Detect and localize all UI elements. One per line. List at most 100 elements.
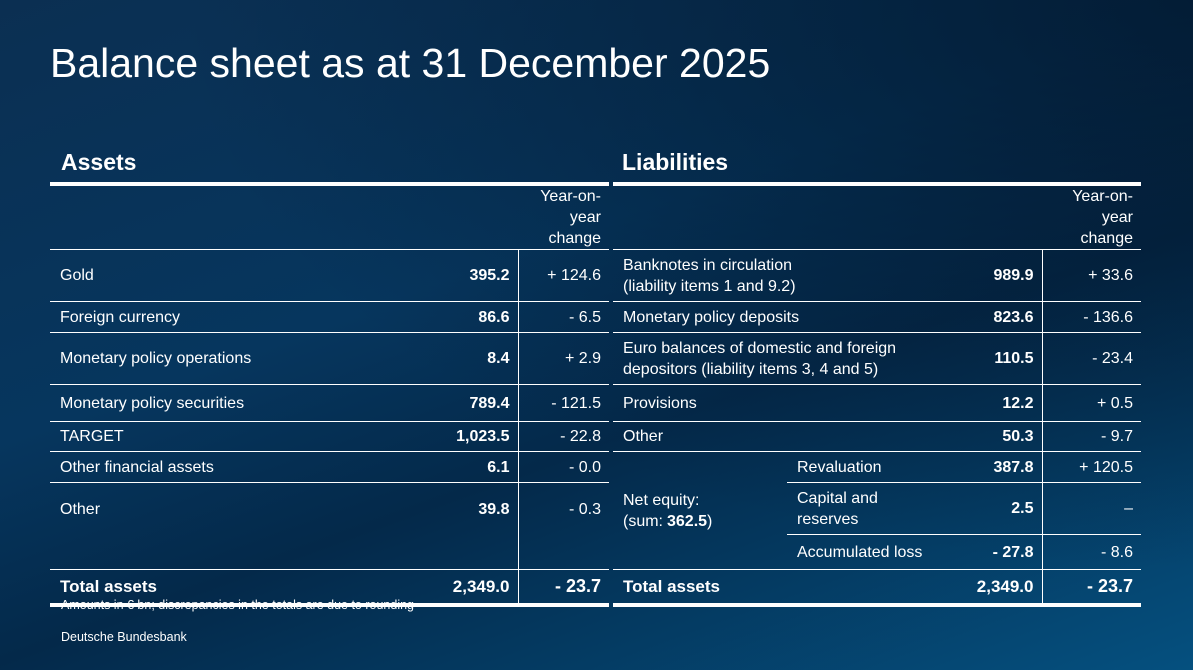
row-change: –	[1041, 482, 1141, 535]
sum-line: (sum: 362.5)	[623, 511, 787, 532]
change-header: Year-on-year change	[1042, 184, 1141, 250]
row-label: Other	[613, 421, 960, 452]
row-label: TARGET	[50, 421, 438, 452]
text-line: Accumulated loss	[797, 543, 923, 561]
equity-row: Capital and reserves 2.5–	[613, 482, 1141, 535]
row-change: - 8.6	[1041, 534, 1141, 570]
row-value: 989.9	[960, 249, 1042, 302]
text-line: TARGET	[60, 428, 124, 445]
row-label: Other financial assets	[50, 451, 438, 483]
row-change: + 2.9	[517, 332, 609, 385]
liabilities-table: Year-on-year change Banknotes in circulati…	[613, 182, 1141, 607]
text-line: Foreign currency	[60, 308, 181, 326]
text-line: Euro balances of domestic and foreign	[623, 339, 897, 357]
row-change: + 33.6	[1041, 249, 1141, 302]
net-equity-label: Net equity: (sum: 362.5)	[613, 451, 787, 570]
text-line: Gold	[60, 267, 94, 284]
text-line: Year-on-year	[1072, 188, 1133, 226]
row-label: Euro balances of domestic and foreign dep…	[613, 332, 960, 385]
footnote: Amounts in € bn; discrepancies in the to…	[61, 598, 414, 612]
total-label: Total assets	[50, 569, 438, 605]
asset-row: Monetary policy securities 789.4- 121.5	[50, 384, 609, 422]
row-value: 2.5	[960, 482, 1042, 535]
row-value: 110.5	[960, 332, 1042, 385]
row-change: - 9.7	[1041, 421, 1141, 452]
liability-row: Monetary policy deposits 823.6- 136.6	[613, 301, 1141, 333]
header-blank	[50, 184, 518, 250]
row-label: Revaluation	[787, 451, 960, 483]
row-value: 823.6	[960, 301, 1042, 333]
text-line: Monetary policy deposits	[623, 308, 800, 326]
row-value: 6.1	[438, 451, 518, 483]
text-line: Banknotes in circulation	[623, 256, 792, 274]
row-label: Banknotes in circulation (liability items…	[613, 249, 960, 302]
row-change: + 120.5	[1041, 451, 1141, 483]
row-change: + 124.6	[517, 249, 609, 302]
sum-prefix: (sum:	[623, 512, 663, 530]
assets-table: Year-on-year change Gold 395.2 + 124.6 Foreig…	[50, 182, 609, 607]
row-value: 86.6	[438, 301, 518, 333]
row-change: + 0.5	[1041, 384, 1141, 422]
liability-row: Provisions 12.2 + 0.5	[613, 384, 1141, 422]
row-label: Monetary policy operations	[50, 332, 438, 385]
total-row: Total assets 2,349.0- 23.7	[50, 569, 609, 605]
asset-row: Gold 395.2 + 124.6	[50, 249, 609, 302]
text-line: Capital and	[797, 489, 878, 507]
total-value: 2,349.0	[960, 569, 1042, 605]
row-change: - 6.5	[517, 301, 609, 333]
text-line: Net equity:	[623, 491, 700, 509]
row-change: - 0.0	[517, 451, 609, 483]
liability-row: Other 50.3- 9.7	[613, 421, 1141, 452]
liability-row: Euro balances of domestic and foreign dep…	[613, 332, 1141, 385]
header-row: Year-on-year change	[613, 184, 1141, 250]
text-line: change	[548, 230, 602, 247]
row-value: 789.4	[438, 384, 518, 422]
text-line: depositors (liability items 3, 4 and 5)	[623, 360, 879, 378]
asset-row: TARGET 1,023.5- 22.8	[50, 421, 609, 452]
row-change: - 23.4	[1041, 332, 1141, 385]
text-line: (liability items 1 and 9.2)	[623, 277, 796, 295]
row-label: Capital and reserves	[787, 482, 960, 535]
row-label: Gold	[50, 249, 438, 302]
sum-value: 362.5	[667, 512, 708, 530]
row-label: Accumulated loss	[787, 534, 960, 570]
header-blank	[613, 184, 1042, 250]
title: Balance sheet as at 31 December 2025	[50, 40, 771, 86]
row-label: Monetary policy securities	[50, 384, 438, 422]
row-label: Foreign currency	[50, 301, 438, 333]
row-change: - 136.6	[1041, 301, 1141, 333]
text-line: Monetary policy securities	[60, 394, 245, 412]
total-value: 2,349.0	[438, 569, 518, 605]
text-line: Revaluation	[797, 458, 882, 476]
row-change: - 22.8	[517, 421, 609, 452]
row-label: Provisions	[613, 384, 960, 422]
row-value: 387.8	[960, 451, 1042, 483]
row-value: 395.2	[438, 249, 518, 302]
row-value: 1,023.5	[438, 421, 518, 452]
row-value: 12.2	[960, 384, 1042, 422]
total-row: Total assets 2,349.0- 23.7	[613, 569, 1141, 605]
asset-row: Other 39.8- 0.3	[50, 482, 609, 570]
text-line: Provisions	[623, 394, 697, 412]
text-line: Year-on-year	[540, 188, 601, 226]
text-line: Other	[623, 428, 664, 445]
equity-row: Net equity: (sum: 362.5) Revaluation 387.8 + …	[613, 451, 1141, 570]
text-line: reserves	[797, 510, 859, 528]
text-line: Other financial assets	[60, 458, 214, 476]
assets-heading: Assets	[61, 149, 137, 175]
liabilities-heading: Liabilities	[622, 149, 729, 175]
asset-row: Monetary policy operations 8.4 + 2.9	[50, 332, 609, 385]
source: Deutsche Bundesbank	[61, 630, 187, 644]
row-value: 50.3	[960, 421, 1042, 452]
total-label: Total assets	[613, 569, 960, 605]
change-header: Year-on-year change	[518, 184, 609, 250]
row-value: 8.4	[438, 332, 518, 385]
row-change: - 121.5	[517, 384, 609, 422]
equity-row: Accumulated loss - 27.8- 8.6	[613, 534, 1141, 570]
text-line: change	[1080, 230, 1134, 247]
text-line: Monetary policy operations	[60, 350, 252, 367]
asset-row: Foreign currency 86.6- 6.5	[50, 301, 609, 333]
header-row: Year-on-year change	[50, 184, 609, 250]
sum-suffix: )	[707, 512, 713, 530]
